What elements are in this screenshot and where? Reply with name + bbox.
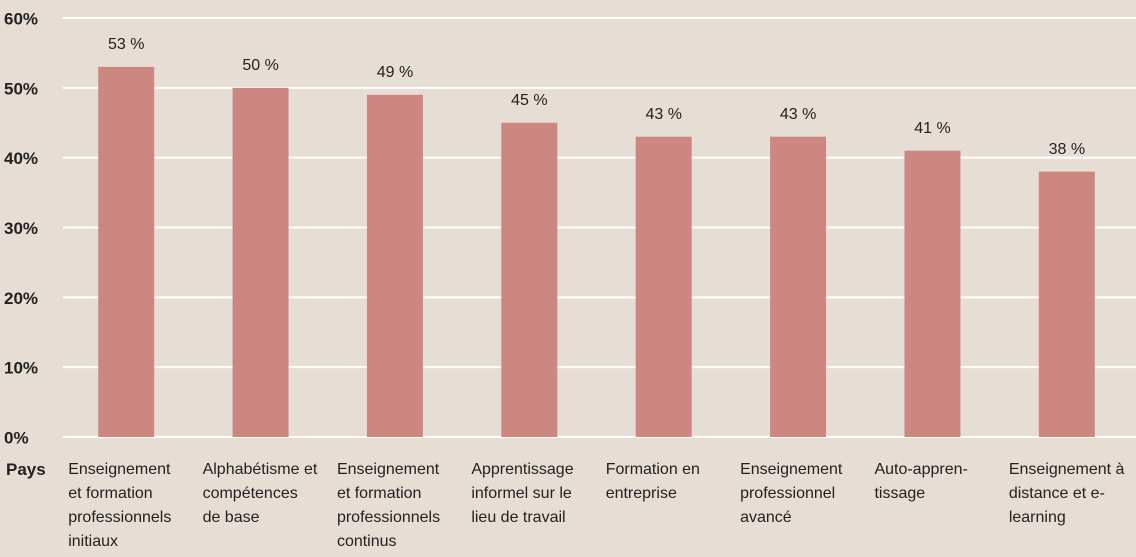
bar bbox=[232, 87, 289, 437]
y-tick-label: 30% bbox=[4, 219, 38, 238]
y-tick-label: 20% bbox=[4, 289, 38, 308]
value-label: 43 % bbox=[645, 106, 681, 123]
bar bbox=[501, 122, 558, 437]
value-label: 53 % bbox=[108, 36, 144, 53]
bar bbox=[635, 136, 692, 437]
y-tick-label: 10% bbox=[4, 359, 38, 378]
value-label: 38 % bbox=[1049, 141, 1085, 158]
bar bbox=[366, 94, 423, 438]
x-tick-label: Enseignement et formation professionnels… bbox=[336, 461, 441, 550]
y-tick-label: 0% bbox=[4, 428, 29, 447]
x-axis-label: Pays bbox=[6, 460, 46, 479]
value-label: 41 % bbox=[914, 120, 950, 137]
value-label: 50 % bbox=[242, 57, 278, 74]
value-label: 49 % bbox=[377, 64, 413, 81]
value-label: 43 % bbox=[780, 106, 816, 123]
y-tick-label: 50% bbox=[4, 79, 38, 98]
x-tick-label: Enseignement et formation professionnels… bbox=[68, 461, 172, 550]
x-tick-label: Enseignement à distance et e-learning bbox=[1008, 461, 1125, 526]
bar bbox=[98, 66, 155, 437]
y-tick-label: 40% bbox=[4, 149, 38, 168]
x-tick-label: Apprentissage informel sur le lieu de tr… bbox=[471, 461, 574, 526]
y-tick-label: 60% bbox=[4, 9, 38, 28]
bar bbox=[904, 150, 961, 437]
value-label: 45 % bbox=[511, 92, 547, 109]
x-tick-label: Formation en entreprise bbox=[605, 461, 700, 502]
bar bbox=[1038, 171, 1095, 437]
x-tick-label: Alphabétisme et compétences de base bbox=[202, 461, 318, 526]
x-tick-label: Auto-appren-tissage bbox=[874, 461, 968, 502]
bar bbox=[770, 136, 827, 437]
x-tick-label: Enseignement professionnel avancé bbox=[740, 461, 843, 526]
